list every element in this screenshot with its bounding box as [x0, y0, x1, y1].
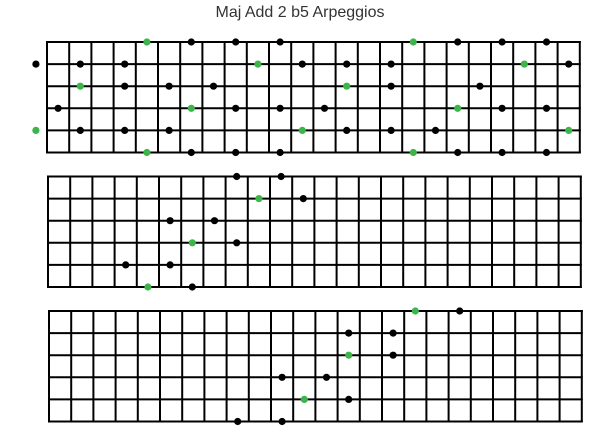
- note-dot: [54, 104, 62, 112]
- note-dot: [498, 148, 506, 157]
- note-dot: [387, 126, 395, 134]
- note-dot: [76, 60, 84, 68]
- note-dot: [121, 60, 129, 68]
- note-dot: [32, 60, 40, 68]
- note-dot: [166, 217, 174, 225]
- root-note-dot: [143, 148, 151, 157]
- note-dot: [278, 373, 286, 381]
- diagram-title: Maj Add 2 b5 Arpeggios: [215, 4, 385, 21]
- note-dot: [121, 82, 129, 90]
- fretboard-3: [48, 307, 583, 426]
- note-dot: [234, 417, 242, 426]
- root-note-dot: [187, 104, 195, 112]
- root-note-dot: [143, 38, 151, 46]
- note-dot: [389, 329, 397, 337]
- note-dot: [320, 104, 329, 112]
- note-dot: [345, 329, 353, 337]
- note-dot: [299, 195, 307, 203]
- root-note-dot: [411, 307, 419, 315]
- note-dot: [187, 148, 195, 157]
- note-dot: [165, 126, 173, 134]
- note-dot: [542, 38, 551, 46]
- note-dot: [277, 172, 285, 181]
- root-note-dot: [188, 239, 196, 247]
- note-dot: [276, 148, 284, 157]
- note-dot: [121, 126, 129, 134]
- root-note-dot: [409, 148, 417, 157]
- root-note-dot: [345, 351, 353, 359]
- root-note-dot: [76, 82, 84, 90]
- root-note-dot: [300, 395, 308, 403]
- note-dot: [232, 104, 240, 112]
- note-dot: [322, 373, 331, 381]
- root-note-dot: [565, 126, 573, 134]
- note-dot: [431, 126, 440, 134]
- note-dot: [345, 395, 353, 403]
- root-note-dot: [343, 82, 351, 90]
- root-note-dot: [32, 126, 40, 134]
- note-dot: [387, 82, 395, 90]
- note-dot: [233, 172, 241, 181]
- note-dot: [389, 351, 397, 359]
- note-dot: [166, 261, 174, 269]
- fretboard-2: [47, 172, 582, 291]
- note-dot: [343, 126, 351, 134]
- note-dot: [387, 60, 395, 68]
- note-dot: [456, 307, 464, 315]
- note-dot: [188, 283, 196, 291]
- note-dot: [232, 38, 240, 46]
- root-note-dot: [409, 38, 417, 46]
- note-dot: [276, 104, 284, 112]
- note-dot: [210, 217, 219, 225]
- fretboard-1: [32, 38, 581, 157]
- note-dot: [454, 38, 462, 46]
- note-dot: [498, 104, 506, 112]
- root-note-dot: [254, 60, 262, 68]
- note-dot: [187, 38, 195, 46]
- note-dot: [476, 82, 484, 90]
- note-dot: [232, 148, 240, 157]
- root-note-dot: [454, 104, 462, 112]
- note-dot: [278, 417, 286, 426]
- root-note-dot: [144, 283, 152, 291]
- note-dot: [209, 82, 218, 90]
- note-dot: [298, 60, 306, 68]
- note-dot: [76, 126, 84, 134]
- note-dot: [276, 38, 284, 46]
- note-dot: [542, 104, 551, 112]
- note-dot: [233, 239, 241, 247]
- note-dot: [542, 148, 551, 157]
- root-note-dot: [520, 60, 528, 68]
- root-note-dot: [298, 126, 306, 134]
- note-dot: [343, 60, 351, 68]
- note-dot: [122, 261, 130, 269]
- note-dot: [454, 148, 462, 157]
- note-dot: [565, 60, 573, 68]
- note-dot: [498, 38, 506, 46]
- note-dot: [165, 82, 173, 90]
- root-note-dot: [255, 195, 263, 203]
